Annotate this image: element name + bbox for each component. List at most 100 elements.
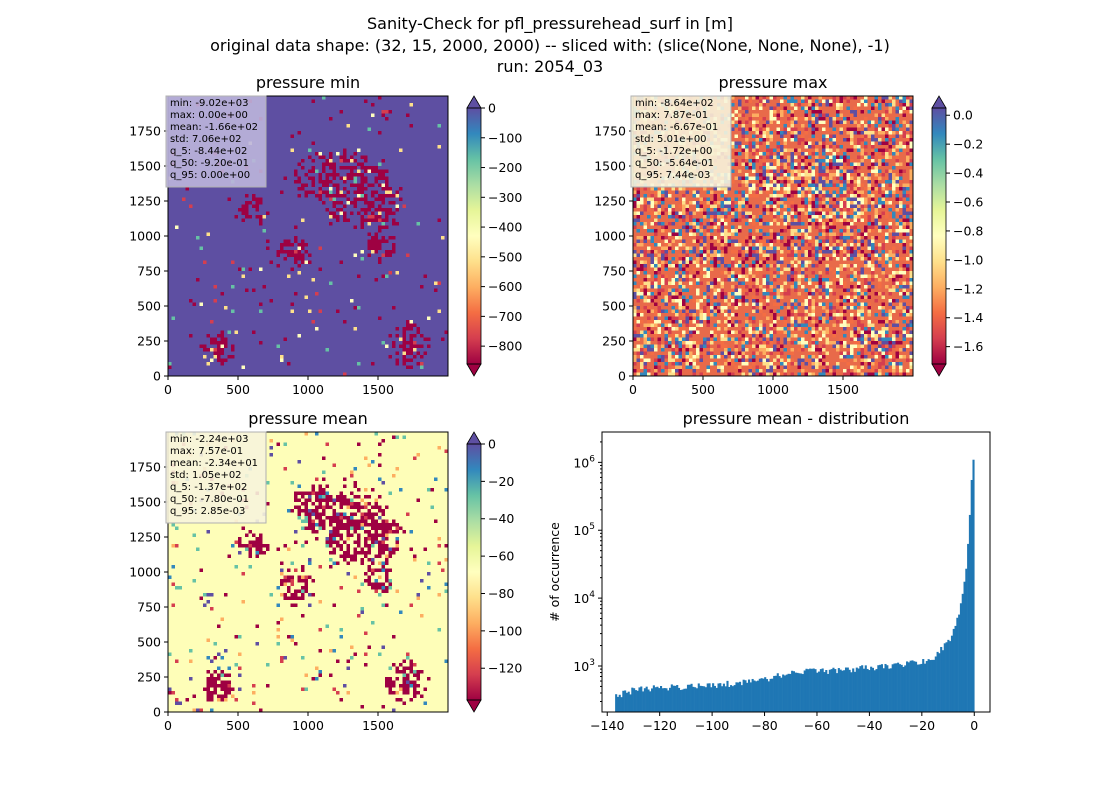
colorbar-extend-max [466,95,482,109]
y-tick-label: 1000 [129,565,161,580]
histogram-bar [776,673,779,712]
histogram-bar [961,593,964,712]
subplot-title: pressure max [718,73,827,92]
histogram-bar [800,673,803,712]
histogram-bar [636,690,639,712]
colorbar-tick-label: −0.2 [953,137,983,152]
axes-frame [601,431,991,713]
stats-line: std: 1.05e+02 [170,470,242,481]
histogram-bar [913,661,916,712]
histogram-bar [642,691,645,712]
histogram-bar [823,672,826,712]
histogram-bar [672,685,675,712]
colorbar-tick-label: −300 [488,190,522,205]
y-tick-label: 1500 [594,159,626,174]
histogram-bar [647,689,650,712]
histogram-bar [940,646,943,712]
histogram-bar [634,690,637,712]
y-tick-label: 750 [602,264,626,279]
histogram-bar [737,682,740,712]
histogram-bar [810,668,813,712]
colorbar-tick-label: −40 [488,511,514,526]
histogram-bar [616,696,619,712]
histogram-bar [773,675,776,712]
y-tick-label: 1750 [129,124,161,139]
histogram-bar [884,663,887,712]
histogram-bar [652,685,655,712]
histogram-bar [668,687,672,712]
y-tick-label: 0 [153,369,161,384]
colorbar-extend-min [466,363,482,377]
histogram-bar [900,664,903,712]
histogram-bar [656,686,659,712]
histogram-bar [627,691,630,712]
colorbar: 0 −20 −40 −60 −80 −100 −120 [466,431,522,713]
stats-line: min: -2.24e+03 [170,434,249,445]
histogram-bar [663,688,666,712]
x-tick-label: 1500 [362,382,394,397]
histogram-bar [943,643,946,712]
stats-line: q_50: -7.80e-01 [170,494,249,505]
histogram-bar [958,614,961,712]
histogram-bar [620,697,623,712]
stats-line: q_95: 2.85e-03 [170,506,245,517]
histogram-bar [902,666,905,712]
colorbar-extend-max [931,95,947,109]
histogram-bar [880,664,883,712]
histogram-bar [654,687,657,712]
histogram-bar [834,669,837,712]
colorbar-tick-label: −1.2 [953,281,983,296]
colorbar-tick-label: −700 [488,309,522,324]
histogram-bar [764,677,767,712]
stats-line: mean: -2.34e+01 [170,458,258,469]
colorbar-tick-label: −100 [488,623,522,638]
histogram-bar [726,680,729,712]
histogram-bar [857,668,860,712]
histogram-bar [746,682,749,712]
histogram-bar [832,667,835,712]
histogram-bar [670,684,673,712]
histogram-bar [959,603,962,712]
colorbar-tick-label: 0.0 [953,108,973,123]
heatmap-panel-3: pressure mean 0 500 1000 1500 0 250 500 750 1000 1… [129,409,522,733]
colorbar-tick-label: −400 [488,220,522,235]
y-tick-label: 103 [573,658,595,674]
histogram-bar [932,659,936,712]
histogram-bar [753,680,756,712]
histogram-bar [934,656,937,712]
histogram-bar [952,628,955,712]
histogram-bar [819,669,822,712]
histogram-bar [715,687,718,712]
x-tick-label: −120 [643,718,677,733]
histogram-bar [724,686,727,712]
histogram-bar [821,668,824,712]
histogram-bar [893,663,896,712]
histogram-bar [922,659,925,712]
histogram-bar [651,688,654,712]
histogram-bar [873,670,876,712]
histogram-bar [871,667,875,712]
histogram-bar [643,688,646,712]
histogram-bar [742,679,745,712]
histogram-bar [916,664,919,712]
histogram-bar [774,675,778,712]
histogram-bar [713,685,716,712]
histogram-bar [861,665,864,712]
histogram-bar [762,678,765,712]
histogram-bar [843,670,846,712]
y-tick-label: 106 [573,454,595,470]
y-tick-label: 250 [137,670,161,685]
histogram-bar [828,669,831,712]
histogram-bar [674,685,677,712]
histogram-bar [787,673,790,712]
y-tick-label: 1500 [129,159,161,174]
histogram-bar [968,514,971,712]
stats-line: q_5: -1.72e+00 [635,146,712,157]
histogram-bar [645,686,648,712]
histogram-bar [739,681,742,712]
colorbar-tick-label: 0 [488,437,496,452]
histogram-bar [758,678,761,712]
stats-box-background [630,95,732,188]
stats-line: q_95: 0.00e+00 [170,170,250,181]
